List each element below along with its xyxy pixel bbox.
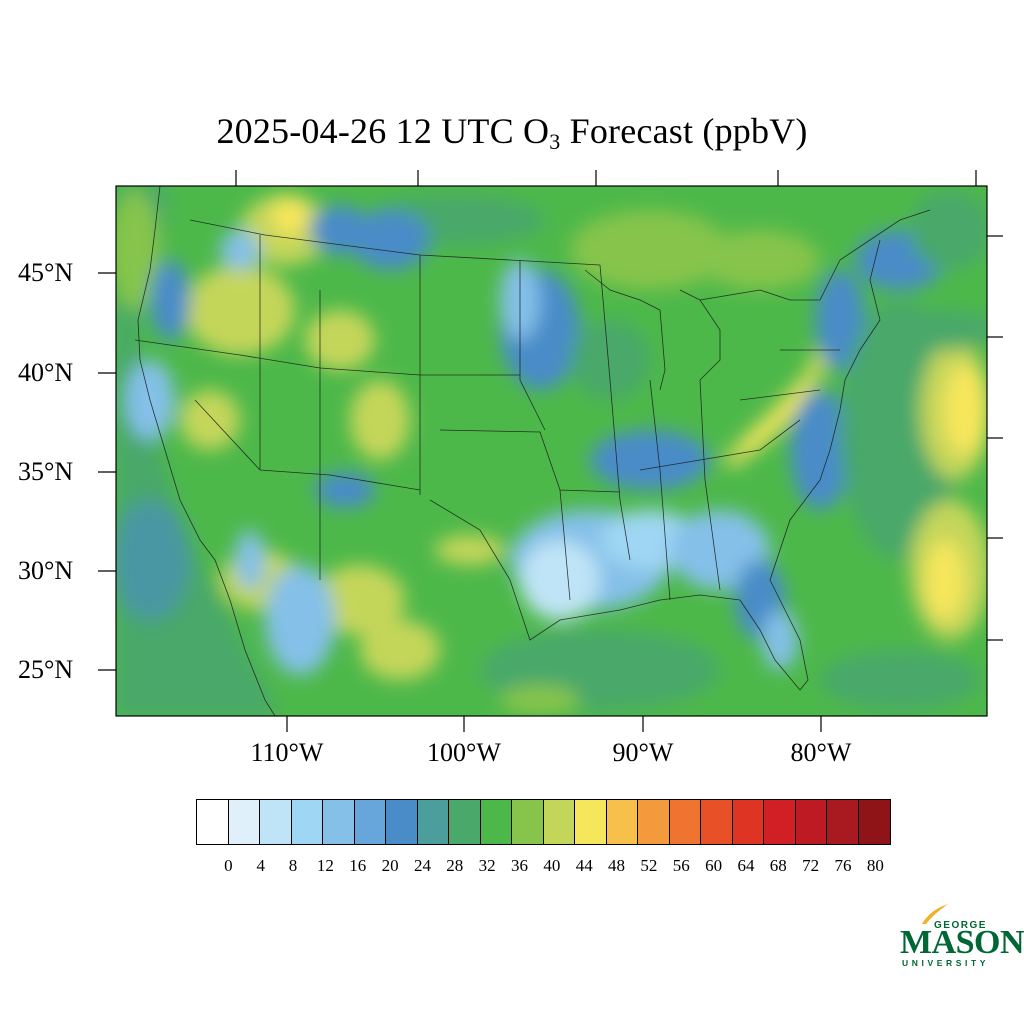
page-title: 2025-04-26 12 UTC O3 Forecast (ppbV) (0, 110, 1024, 154)
colorbar-label: 64 (737, 856, 755, 875)
colorbar-label: 8 (288, 856, 298, 875)
lat-label-25: 25°N (18, 655, 74, 684)
colorbar-label: 48 (608, 856, 626, 875)
colorbar-label: 40 (543, 856, 561, 875)
logo-line3: UNIVERSITY (902, 958, 990, 968)
colorbar-label: 72 (802, 856, 820, 875)
title-subscript: 3 (549, 129, 561, 154)
colorbar-segment (701, 800, 733, 844)
colorbar-segment (543, 800, 575, 844)
colorbar-label: 36 (511, 856, 528, 875)
colorbar-segment (417, 800, 449, 844)
colorbar-label: 12 (316, 856, 334, 875)
colorbar-segment (197, 800, 229, 844)
colorbar-segment (638, 800, 670, 844)
colorbar-segment (732, 800, 764, 844)
colorbar-label: 44 (575, 856, 593, 875)
colorbar-label: 16 (349, 856, 367, 875)
colorbar-label: 4 (256, 856, 265, 875)
colorbar-label: 60 (705, 856, 723, 875)
colorbar-segment (575, 800, 607, 844)
title-prefix: 2025-04-26 12 UTC O (216, 111, 550, 151)
colorbar-segment (386, 800, 418, 844)
lon-label-110: 110°W (250, 738, 324, 767)
ozone-field (116, 186, 987, 716)
gmu-logo: GEORGE MASON UNIVERSITY (898, 902, 1024, 972)
logo-line1: GEORGE (934, 920, 987, 931)
lon-label-80: 80°W (790, 738, 852, 767)
state-boundaries (134, 186, 931, 716)
title-suffix: Forecast (ppbV) (560, 111, 808, 151)
colorbar-segment (449, 800, 481, 844)
colorbar-segment (354, 800, 386, 844)
colorbar-segment (323, 800, 355, 844)
left-ticks (98, 272, 116, 671)
colorbar-segment (858, 800, 890, 844)
top-ticks (235, 170, 977, 186)
colorbar-segment (291, 800, 323, 844)
lat-label-45: 45°N (18, 258, 74, 287)
colorbar-label: 68 (769, 856, 787, 875)
colorbar-segment (764, 800, 796, 844)
lon-label-90: 90°W (612, 738, 674, 767)
lat-label-40: 40°N (18, 358, 74, 387)
map-frame (115, 185, 988, 717)
colorbar-segment (795, 800, 827, 844)
colorbar-label: 32 (478, 856, 496, 875)
colorbar-label: 24 (413, 856, 431, 875)
lat-label-35: 35°N (18, 457, 74, 486)
colorbar-segment (827, 800, 859, 844)
logo-line2: MASON (900, 924, 1024, 961)
colorbar-segment (480, 800, 512, 844)
colorbar-label: 28 (446, 856, 464, 875)
colorbar-segment (260, 800, 292, 844)
colorbar-label: 0 (224, 856, 233, 875)
logo-swoosh-icon (922, 904, 948, 924)
colorbar (196, 799, 891, 845)
colorbar-segment (669, 800, 701, 844)
colorbar-label: 52 (640, 856, 658, 875)
colorbar-segment (606, 800, 638, 844)
lon-label-100: 100°W (427, 738, 501, 767)
bottom-ticks (286, 716, 822, 732)
colorbar-segment (228, 800, 260, 844)
right-ticks (987, 235, 1003, 641)
colorbar-label: 76 (834, 856, 852, 875)
colorbar-segment (512, 800, 544, 844)
colorbar-label: 20 (381, 856, 399, 875)
colorbar-label: 56 (672, 856, 690, 875)
colorbar-label: 80 (866, 856, 884, 875)
colorbar-labels: 0 4 8 12 16 20 24 28 32 36 40 44 48 52 56 60 64 68 72 76 80 (0, 856, 1024, 878)
lat-label-30: 30°N (18, 556, 74, 585)
